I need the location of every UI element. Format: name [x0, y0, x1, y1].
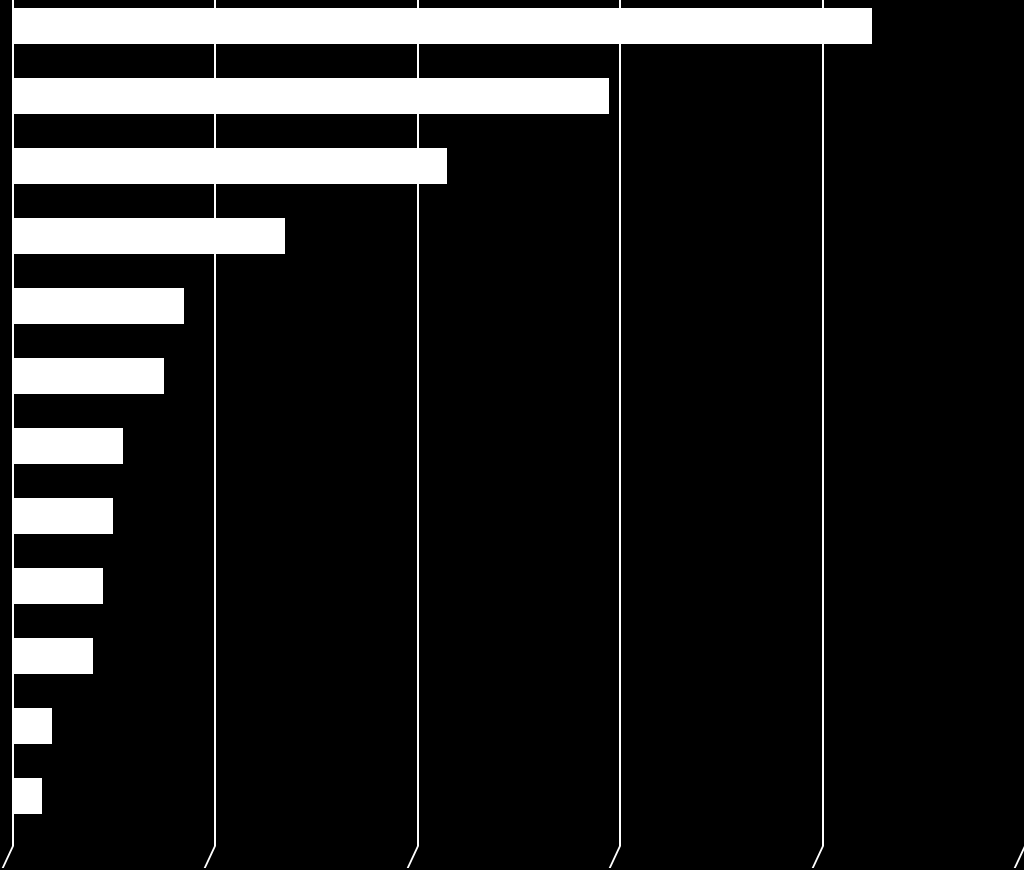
bar [12, 778, 42, 814]
gridline [417, 0, 419, 846]
gridline [619, 0, 621, 846]
bar [12, 498, 113, 534]
bar [12, 288, 184, 324]
horizontal-bar-chart [0, 0, 1024, 870]
plot-area [12, 0, 1024, 846]
x-tick-stub [811, 846, 823, 868]
bar [12, 8, 872, 44]
bar [12, 638, 93, 674]
gridline [214, 0, 216, 846]
bar [12, 218, 285, 254]
x-tick-stub [2, 846, 14, 868]
x-tick-stub [204, 846, 216, 868]
bar [12, 428, 123, 464]
x-tick-stub [609, 846, 621, 868]
gridline [822, 0, 824, 846]
bar [12, 78, 609, 114]
x-tick-stub [1014, 846, 1024, 868]
bar [12, 148, 447, 184]
bar [12, 358, 164, 394]
x-tick-stub [407, 846, 419, 868]
bar [12, 708, 52, 744]
bar [12, 568, 103, 604]
